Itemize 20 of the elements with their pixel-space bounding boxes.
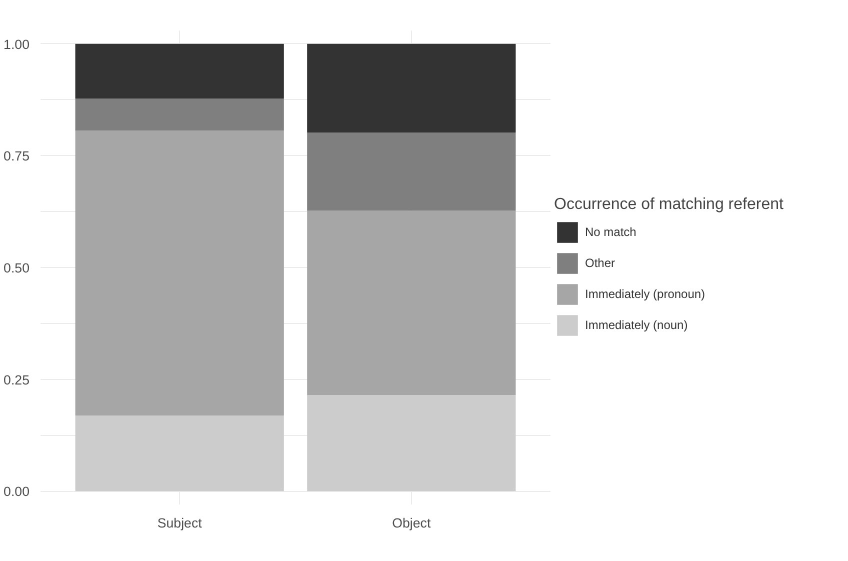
legend-title: Occurrence of matching referent <box>554 196 784 214</box>
bar <box>75 98 284 131</box>
x-tick-label: Object <box>392 516 431 530</box>
legend-label: Immediately (pronoun) <box>585 287 706 301</box>
bar <box>307 394 516 492</box>
y-tick-label: 1.00 <box>4 36 30 52</box>
y-tick-label: 0.50 <box>4 260 30 276</box>
bar <box>75 416 284 492</box>
bar <box>307 44 516 132</box>
bar <box>75 44 284 98</box>
legend-label: No match <box>585 225 636 239</box>
y-tick-label: 0.00 <box>4 484 30 500</box>
bar <box>307 210 516 395</box>
bar <box>75 130 284 416</box>
x-tick-label: Subject <box>157 516 202 530</box>
legend-label: Other <box>585 256 616 270</box>
bar <box>307 132 516 211</box>
y-tick-label: 0.25 <box>4 372 30 388</box>
y-tick-label: 0.75 <box>4 148 30 164</box>
legend-label: Immediately (noun) <box>585 318 688 332</box>
